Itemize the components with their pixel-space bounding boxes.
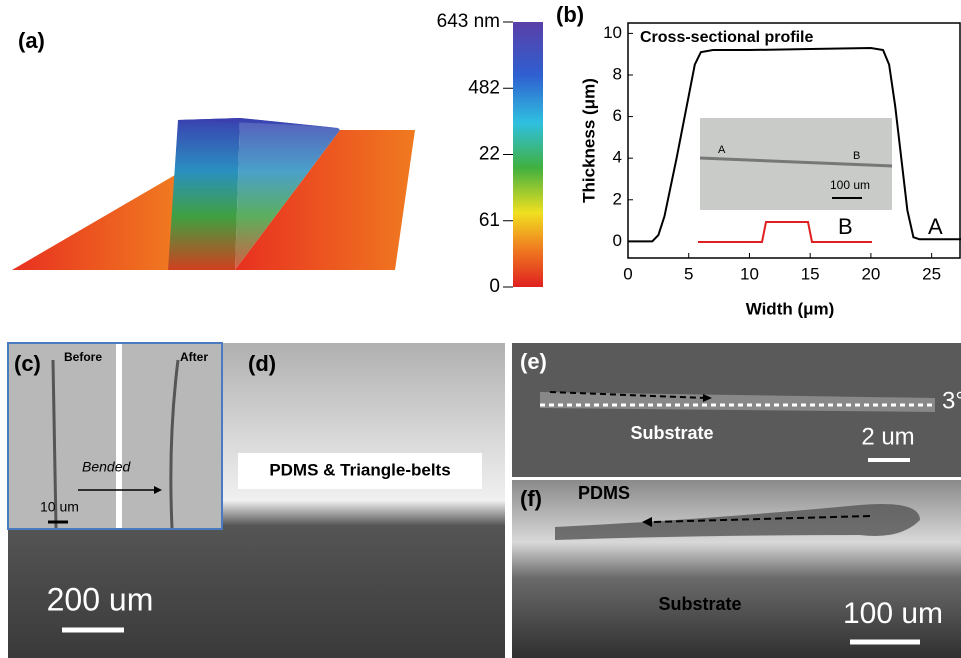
surface-ridge-front [168, 118, 240, 270]
panel-label: (d) [248, 351, 276, 376]
y-tick-label: 2 [613, 189, 622, 208]
x-tick-label: 20 [861, 264, 880, 283]
colorbar-label: 22 [479, 144, 500, 165]
x-tick-label: 0 [623, 264, 632, 283]
substrate-label: Substrate [658, 594, 741, 614]
figure: (a) 643 nm48222610 A B 100 um 0510152025… [0, 0, 961, 658]
y-tick-label: 10 [603, 23, 622, 42]
y-tick-label: 0 [613, 231, 622, 250]
x-tick-label: 5 [684, 264, 693, 283]
panel-a: (a) 643 nm 482 22 61 0 [12, 11, 543, 297]
scale-label: 200 um [47, 581, 154, 617]
y-axis-label: Thickness (μm) [579, 78, 598, 203]
inset-scale: 100 um [830, 178, 870, 192]
divider [116, 344, 122, 528]
colorbar-label: 0 [489, 276, 500, 297]
arrow-label: Bended [82, 459, 131, 475]
panel-label: (e) [520, 349, 547, 374]
panel-e: (e) 3° Substrate 2 um [512, 343, 961, 477]
panel-f: (f) PDMS Substrate 100 um [512, 480, 961, 658]
inset-label: A [718, 144, 726, 156]
label: After [180, 350, 208, 364]
colorbar-label: 643 nm [437, 11, 500, 32]
colorbar [513, 22, 543, 287]
x-tick-label: 10 [740, 264, 759, 283]
x-tick-label: 25 [922, 264, 941, 283]
figure-canvas: (a) 643 nm48222610 A B 100 um 0510152025… [0, 0, 961, 658]
annotation: A [928, 214, 943, 239]
annotation: B [838, 214, 853, 239]
x-tick-label: 15 [801, 264, 820, 283]
x-axis-label: Width (μm) [746, 299, 835, 318]
angle: 3° [942, 387, 961, 414]
panel-label: (c) [14, 351, 41, 376]
surface-floor-left [12, 175, 175, 270]
scale-label: 100 um [843, 597, 943, 630]
panel-label: (f) [520, 486, 542, 511]
top-label: PDMS [578, 483, 630, 503]
inset-label: B [853, 150, 860, 162]
caption: PDMS & Triangle-belts [269, 460, 450, 479]
colorbar-label: 61 [479, 210, 500, 231]
scale-label: 10 um [40, 499, 79, 515]
label: Before [64, 350, 102, 364]
y-tick-label: 4 [613, 148, 622, 167]
panel-label: (a) [18, 28, 45, 53]
substrate-label: Substrate [630, 423, 713, 443]
scale-label: 2 um [861, 423, 914, 450]
panel-b: A B 100 um 0 5 10 15 20 25 0 2 4 6 8 10 (b) Cross-sec… [556, 2, 961, 319]
chart-title: Cross-sectional profile [640, 29, 813, 46]
colorbar-label: 482 [468, 77, 500, 98]
y-tick-label: 6 [613, 106, 622, 125]
panel-c: (c) Before After Bended 10 um [8, 343, 222, 529]
y-tick-label: 8 [613, 64, 622, 83]
panel-label: (b) [556, 2, 584, 27]
